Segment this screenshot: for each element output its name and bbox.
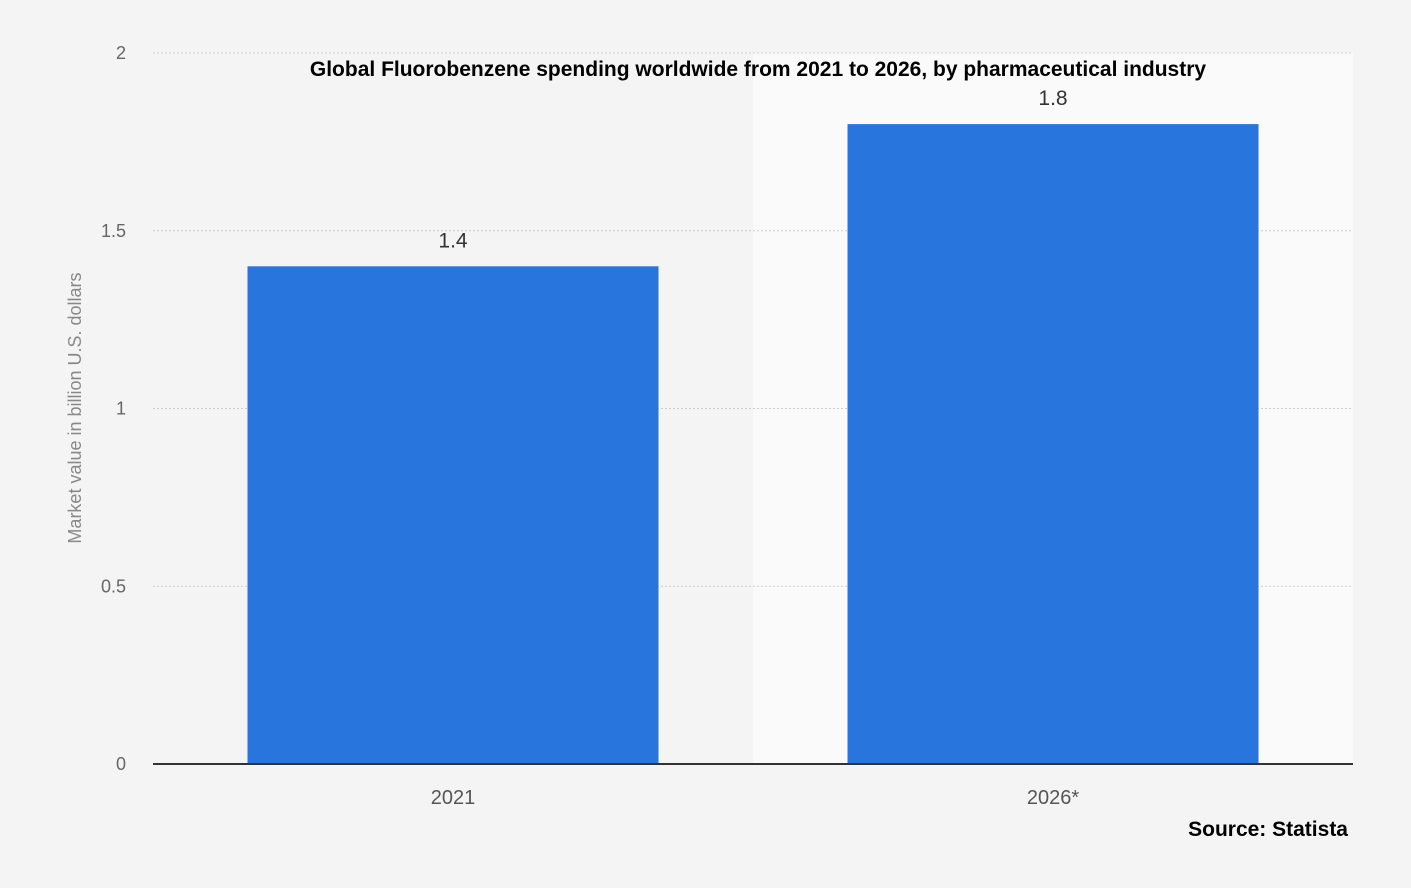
x-axis-ticks: 2021 2026* [431, 787, 1080, 809]
y-tick-label: 2 [116, 43, 126, 63]
y-tick-label: 0.5 [101, 576, 126, 596]
chart-title: Global Fluorobenzene spending worldwide … [310, 58, 1207, 81]
bar-2021 [247, 266, 659, 764]
source-label: Source: Statista [1188, 818, 1348, 841]
y-tick-label: 1.5 [101, 221, 126, 241]
data-labels: 1.4 1.8 [438, 87, 1067, 252]
y-axis-title: Market value in billion U.S. dollars [65, 272, 85, 543]
y-tick-label: 1 [116, 399, 126, 419]
data-label: 1.4 [438, 229, 468, 252]
x-tick-label: 2026* [1027, 787, 1079, 809]
y-axis-ticks: 0 0.5 1 1.5 2 [101, 43, 126, 774]
data-label: 1.8 [1038, 87, 1067, 110]
bars [247, 124, 1259, 765]
x-tick-label: 2021 [431, 787, 476, 809]
bar-2026 [847, 124, 1259, 765]
y-tick-label: 0 [116, 754, 126, 774]
